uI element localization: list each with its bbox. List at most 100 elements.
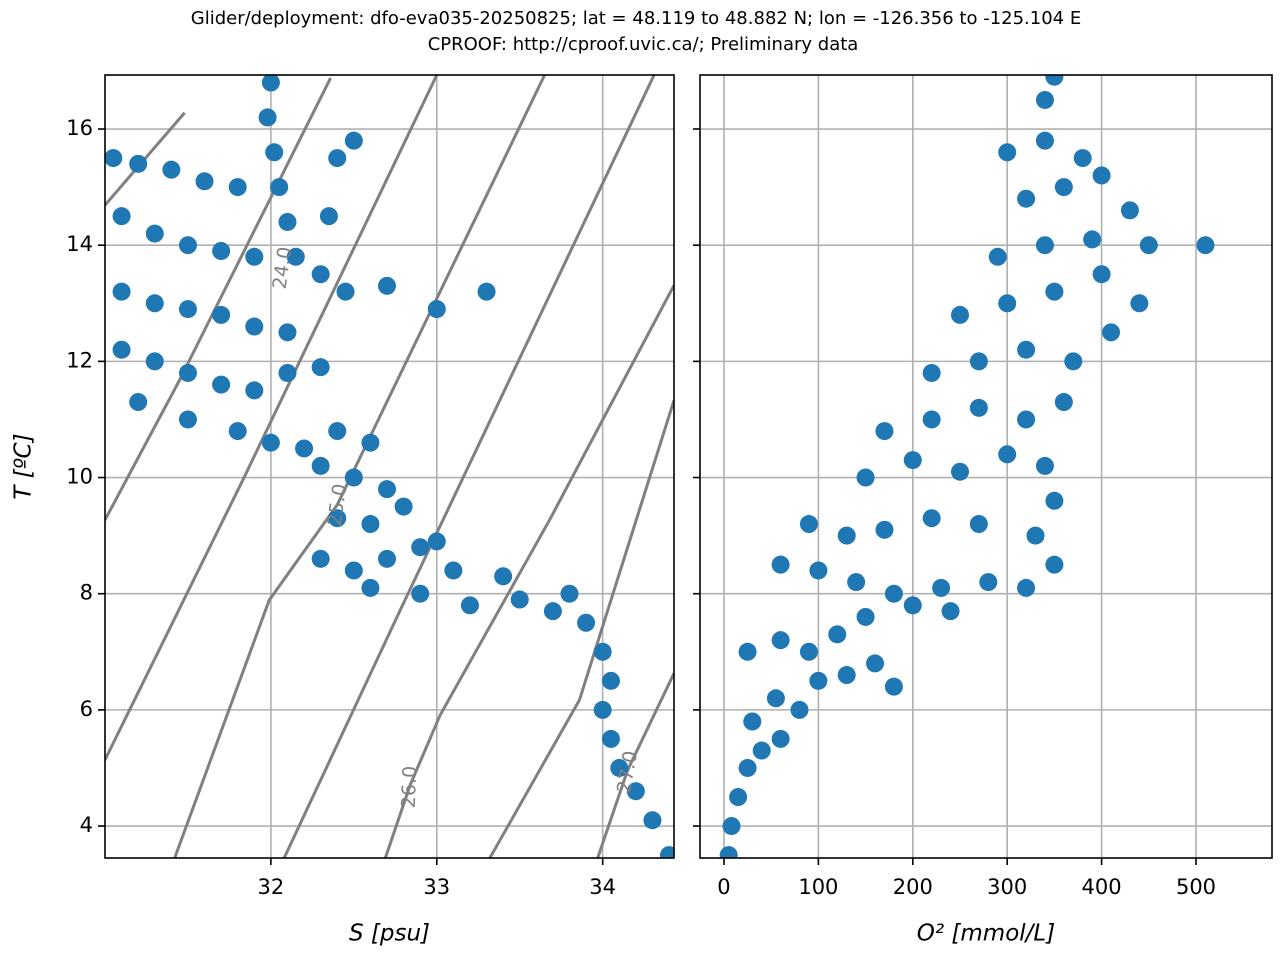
data-point — [378, 480, 397, 499]
data-point — [809, 671, 828, 690]
data-point — [319, 207, 338, 226]
data-point — [178, 363, 197, 382]
data-point — [1073, 149, 1092, 168]
x-tick-label: 34 — [589, 875, 616, 899]
data-point — [336, 282, 355, 301]
data-point — [922, 410, 941, 429]
data-point — [1083, 230, 1102, 249]
y-tick-label: 16 — [66, 116, 93, 140]
data-point — [105, 149, 123, 168]
y-tick-label: 10 — [66, 465, 93, 489]
data-point — [729, 788, 748, 807]
data-point — [378, 549, 397, 568]
data-point — [178, 300, 197, 319]
data-point — [212, 305, 231, 324]
data-point — [311, 358, 330, 377]
data-point — [278, 363, 297, 382]
isopycnal — [173, 75, 546, 858]
isopycnal — [383, 284, 674, 858]
data-point — [361, 515, 380, 534]
data-point — [998, 143, 1017, 162]
data-point — [1120, 201, 1139, 220]
data-point — [1035, 236, 1054, 255]
data-point — [875, 422, 894, 441]
data-point — [610, 758, 629, 777]
data-point — [856, 607, 875, 626]
data-point — [378, 276, 397, 295]
data-point — [884, 584, 903, 603]
x-tick-label: 0 — [717, 875, 730, 899]
data-point — [771, 555, 790, 574]
data-point — [856, 468, 875, 487]
data-point — [1092, 166, 1111, 185]
data-point — [477, 282, 496, 301]
data-point — [1054, 178, 1073, 197]
data-point — [270, 178, 289, 197]
data-point — [577, 613, 596, 632]
data-point — [593, 642, 612, 661]
data-point — [979, 573, 998, 592]
data-point — [510, 590, 529, 609]
data-point — [162, 160, 181, 179]
data-point — [771, 729, 790, 748]
x-tick-label: 500 — [1176, 875, 1216, 899]
data-point — [228, 422, 247, 441]
data-point — [903, 451, 922, 470]
plot-area — [700, 75, 1272, 858]
data-point — [1045, 555, 1064, 574]
plot-area — [105, 75, 674, 858]
data-point — [1045, 75, 1064, 86]
data-point — [427, 532, 446, 551]
y-tick-label: 4 — [80, 813, 93, 837]
title-line: CPROOF: http://cproof.uvic.ca/; Prelimin… — [428, 34, 859, 55]
data-point — [145, 224, 164, 243]
data-point — [311, 549, 330, 568]
data-point — [998, 294, 1017, 313]
data-point — [593, 700, 612, 719]
data-point — [1054, 393, 1073, 412]
data-point — [178, 410, 197, 429]
data-point — [1092, 265, 1111, 284]
contour-label: 26.0 — [398, 765, 421, 808]
x-tick-label: 100 — [798, 875, 838, 899]
data-point — [261, 433, 280, 452]
data-point — [286, 247, 305, 266]
data-point — [112, 340, 131, 359]
data-point — [278, 212, 297, 231]
x-tick-label: 400 — [1082, 875, 1122, 899]
data-point — [1139, 236, 1158, 255]
data-point — [295, 439, 314, 458]
data-point — [941, 602, 960, 621]
data-point — [344, 131, 363, 150]
x-tick-label: 300 — [987, 875, 1027, 899]
data-point — [112, 207, 131, 226]
data-point — [1035, 131, 1054, 150]
x-axis-label: O² [mmol/L] — [917, 921, 1055, 947]
data-point — [643, 811, 662, 830]
data-point — [1017, 189, 1036, 208]
data-point — [799, 515, 818, 534]
data-point — [112, 282, 131, 301]
data-point — [344, 468, 363, 487]
isopycnal — [105, 75, 439, 761]
y-tick-label: 8 — [80, 581, 93, 605]
data-point — [809, 561, 828, 580]
contour-label: 25.0 — [324, 482, 352, 527]
data-point — [245, 317, 264, 336]
data-point — [261, 75, 280, 92]
data-point — [328, 149, 347, 168]
data-point — [743, 712, 762, 731]
data-point — [361, 433, 380, 452]
data-point — [601, 671, 620, 690]
data-point — [922, 363, 941, 382]
data-point — [903, 596, 922, 615]
data-point — [361, 578, 380, 597]
data-point — [950, 462, 969, 481]
data-point — [1064, 352, 1083, 371]
data-point — [1196, 236, 1215, 255]
data-point — [950, 305, 969, 324]
data-point — [738, 642, 757, 661]
data-point — [1045, 491, 1064, 510]
data-point — [328, 422, 347, 441]
data-point — [922, 509, 941, 528]
